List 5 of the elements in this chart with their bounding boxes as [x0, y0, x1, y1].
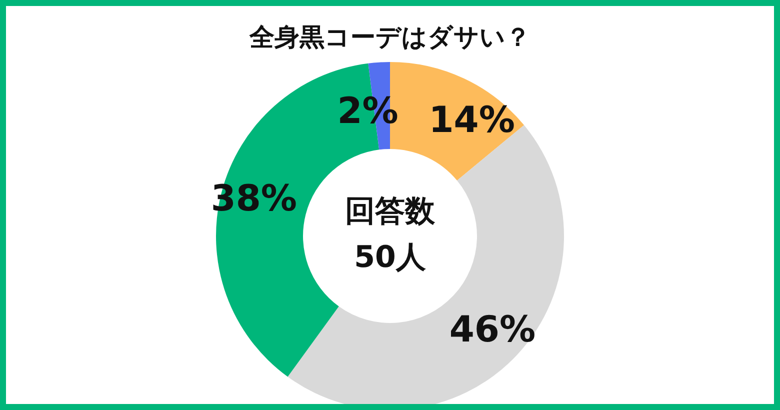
text: 回答数 — [345, 194, 436, 229]
data-label: 46% — [449, 310, 536, 351]
text: 50人 — [354, 240, 427, 275]
data-label: 14% — [428, 100, 515, 142]
chart-title: 全身黒コーデはダサい？ — [248, 22, 530, 52]
